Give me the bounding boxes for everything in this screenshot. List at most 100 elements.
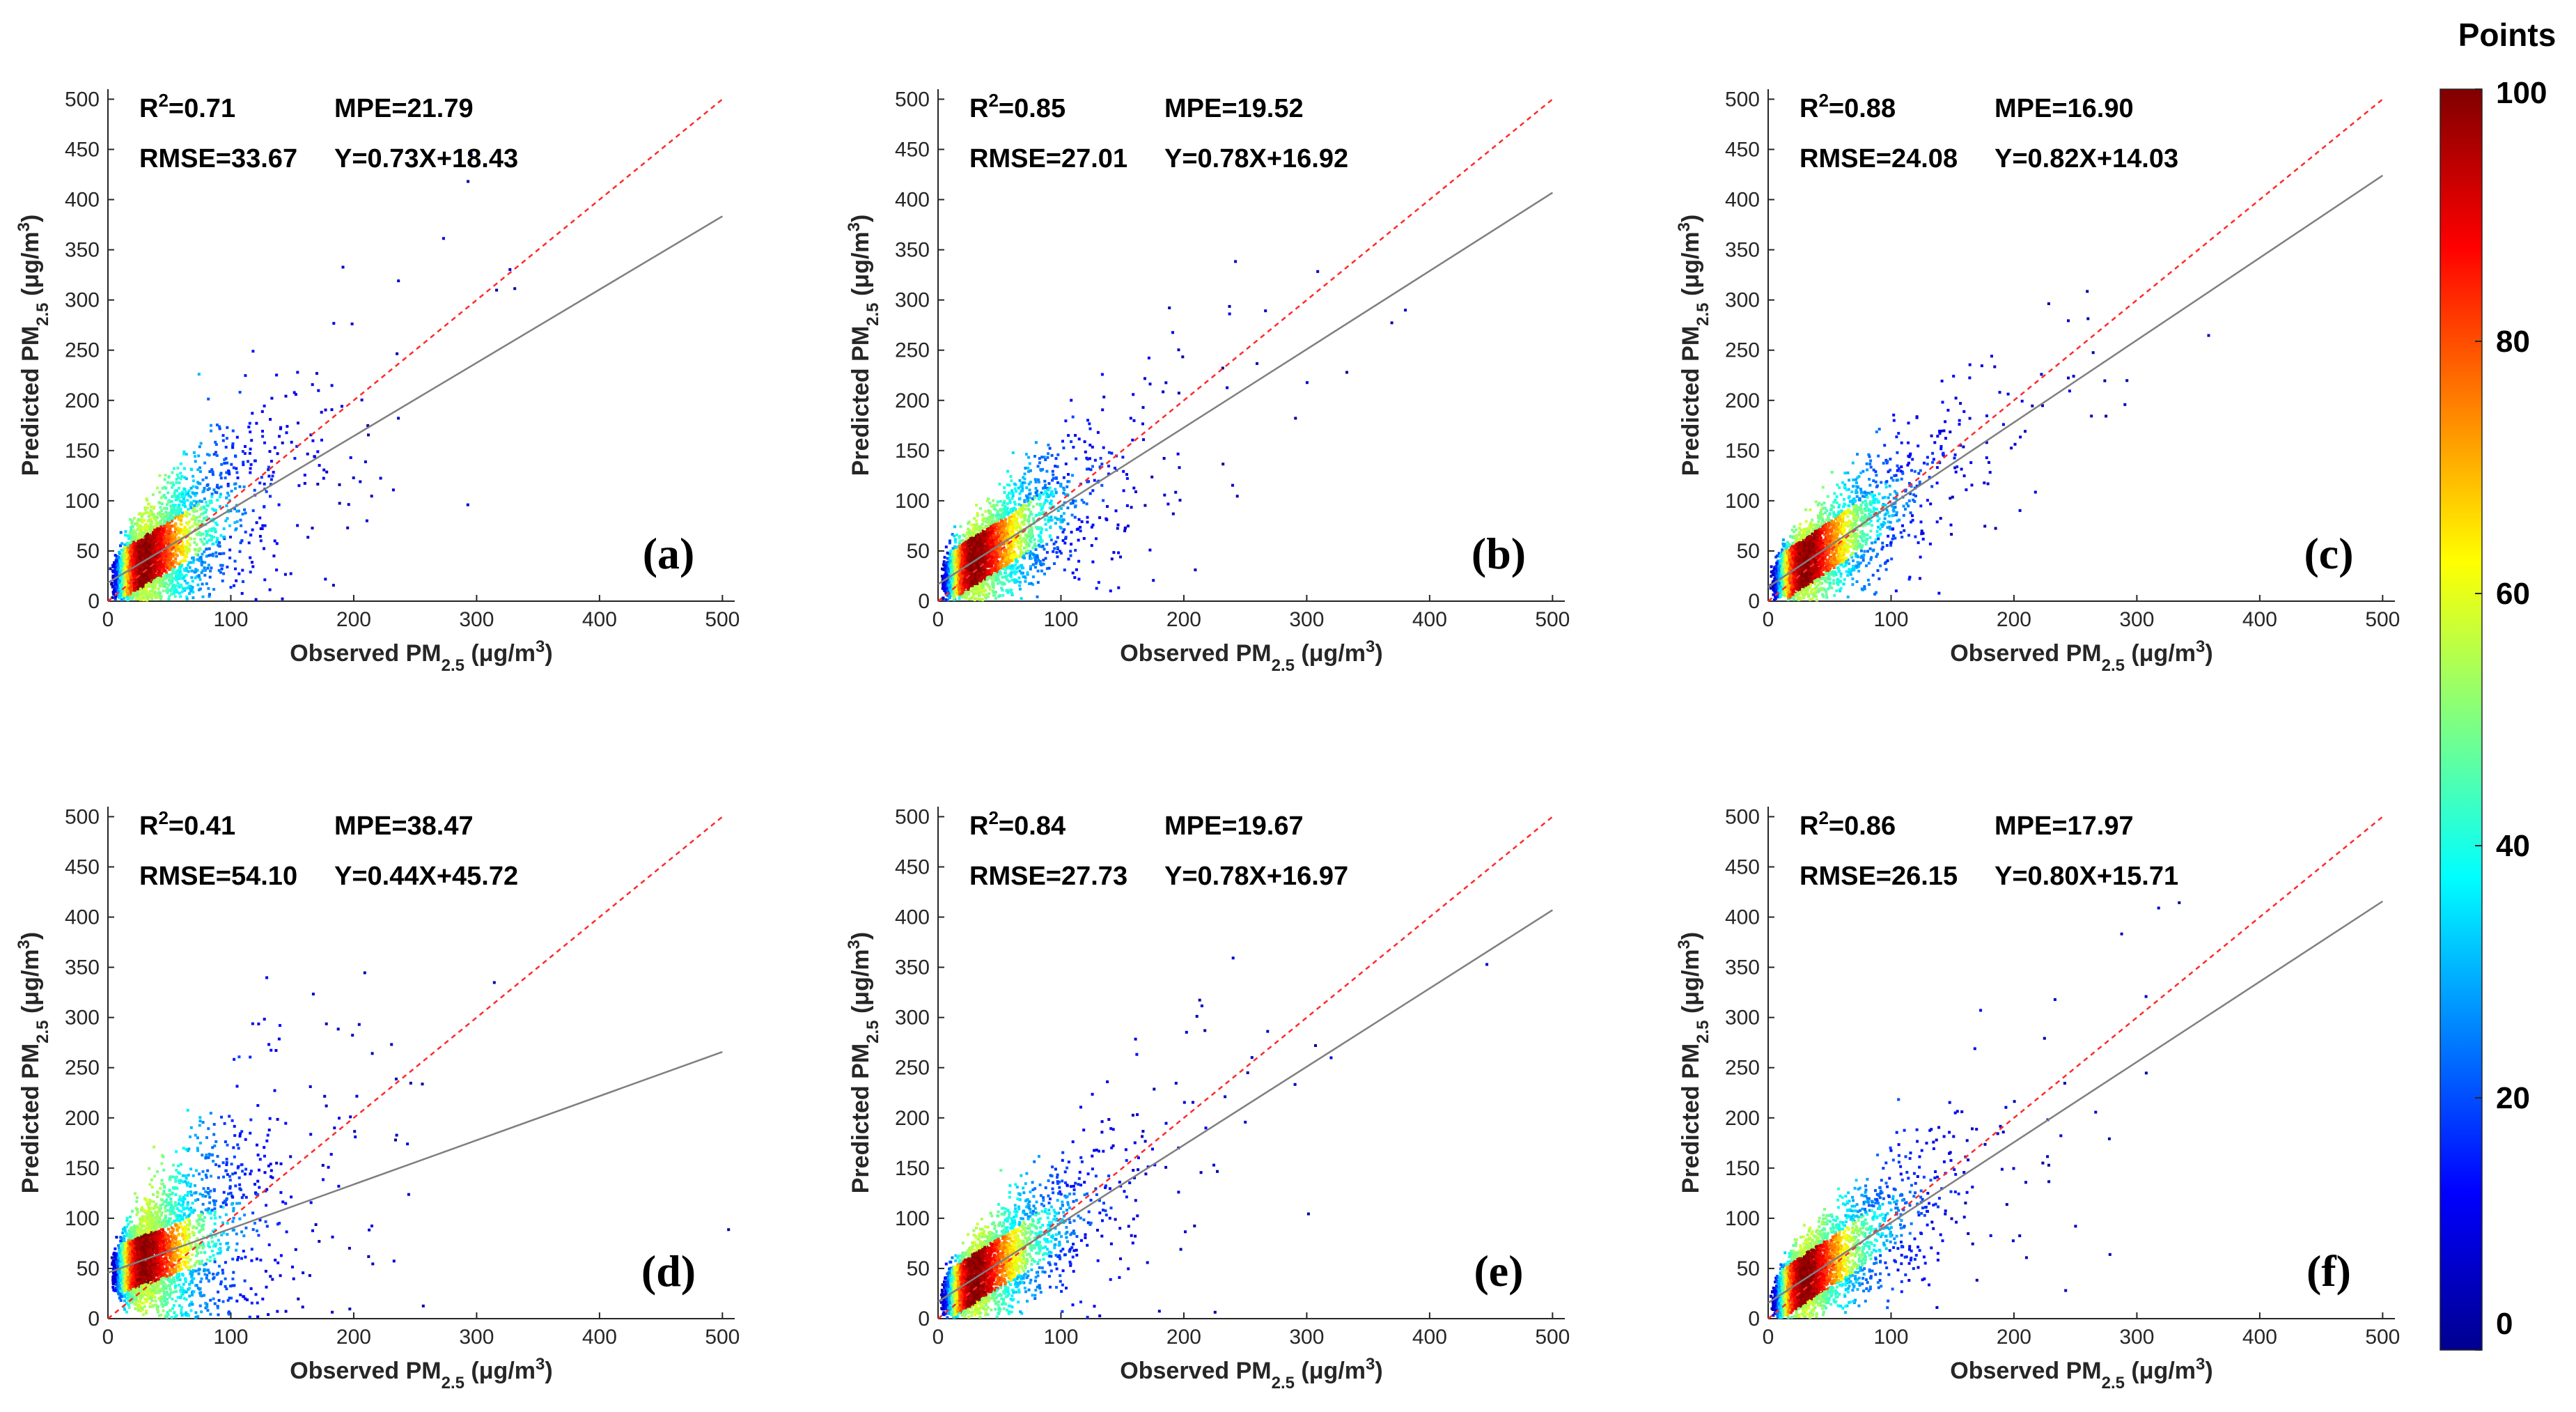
data-point [136,518,140,521]
data-point [130,556,134,559]
data-point [181,490,185,494]
data-point [173,586,176,589]
data-point [136,545,140,548]
data-point [130,532,134,534]
data-point [272,470,275,474]
data-point [205,529,208,533]
data-point [137,573,141,576]
y-tick-label: 250 [895,339,930,362]
data-point [176,582,180,585]
data-point [999,499,1002,503]
data-point [143,580,146,583]
data-point [194,518,197,522]
data-point [215,486,219,489]
data-point [198,470,202,473]
data-point [187,508,190,511]
data-point [1150,475,1154,479]
data-point [201,582,204,586]
data-point [122,560,125,564]
data-point [189,504,192,507]
data-point [397,417,400,420]
data-point [166,503,169,506]
data-point [162,527,165,530]
data-point [149,550,153,553]
data-point [942,560,946,564]
data-point [141,527,144,531]
data-point [139,525,142,528]
data-point [1067,557,1070,561]
data-point [146,566,149,569]
data-point [157,577,160,580]
data-point [148,534,151,537]
data-point [192,499,196,503]
data-point [150,537,154,541]
data-point [179,595,182,598]
data-point [162,567,166,571]
data-point [1073,515,1077,519]
data-point [152,515,155,519]
data-point [157,570,161,573]
data-point [249,533,253,536]
data-point [238,550,242,553]
data-point [138,534,141,536]
data-point [168,521,171,525]
data-point [157,543,161,547]
data-point [134,578,138,582]
data-point [279,426,283,429]
data-point [154,569,157,573]
data-point [141,520,144,524]
data-point [990,577,994,581]
data-point [150,593,154,597]
data-point [195,504,198,508]
data-point [1054,516,1057,520]
data-point [1067,434,1070,437]
data-point [352,476,355,479]
data-point [200,571,203,575]
data-point [192,561,195,564]
data-point [184,559,187,562]
data-point [178,481,181,485]
data-point [154,555,157,559]
data-point [177,536,180,540]
data-point [127,572,131,575]
data-point [155,558,158,561]
data-point [178,492,181,495]
data-point [324,577,327,581]
data-point [154,551,157,554]
data-point [197,574,201,577]
data-point [1010,479,1013,483]
data-point [331,584,335,587]
data-point [244,511,247,515]
data-point [175,478,178,481]
data-point [178,499,182,503]
data-point [212,527,215,530]
data-point [285,431,288,435]
data-point [144,563,148,566]
data-point [121,582,125,585]
data-point [1064,463,1068,465]
data-point [111,574,115,577]
data-point [232,466,235,470]
data-point [180,553,183,557]
data-point [130,520,134,524]
data-point [187,542,191,545]
data-point [147,554,150,558]
data-point [179,522,182,526]
data-point [173,492,176,495]
data-point [212,520,215,522]
data-point [175,489,178,492]
data-point [158,549,162,552]
data-point [1015,554,1018,557]
data-point [182,576,185,580]
data-point [164,486,168,490]
data-point [1013,502,1017,506]
y-axis-label: Predicted PM2.5 (μg/m3) [15,215,52,476]
data-point [248,421,251,425]
data-point [162,529,165,533]
data-point [200,506,203,509]
data-point [181,541,185,545]
data-point [309,433,313,437]
data-point [190,588,193,591]
data-point [118,570,120,573]
data-point [208,502,212,504]
